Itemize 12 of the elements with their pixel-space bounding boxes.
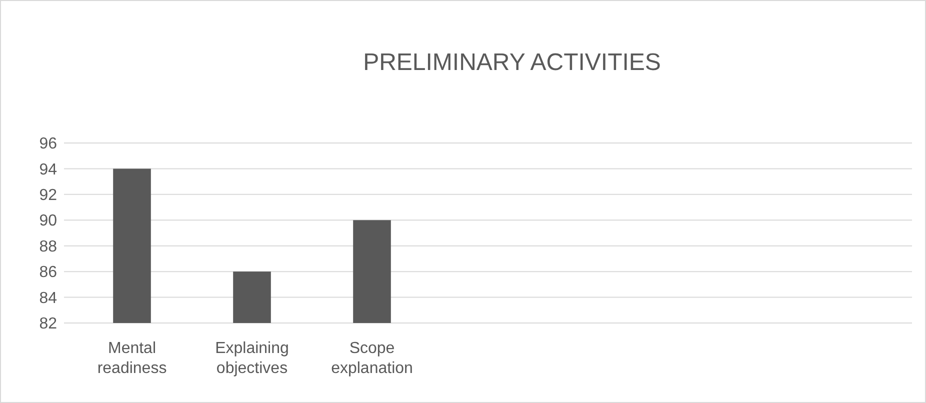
y-tick-label: 90 [39,212,58,230]
y-tick-label: 92 [39,187,58,204]
y-tick-label: 94 [39,161,58,178]
y-tick-label: 88 [39,238,58,256]
x-tick-label: Scope explanation [331,340,413,377]
y-tick-label: 82 [39,316,58,333]
chart-title: PRELIMINARY ACTIVITIES [363,49,661,76]
x-tick-label: Mental readiness [97,340,167,377]
y-tick-label: 84 [39,290,58,307]
x-tick-label: Explaining objectives [215,340,289,377]
y-tick-label: 86 [39,264,58,282]
y-tick-label: 96 [39,136,58,153]
